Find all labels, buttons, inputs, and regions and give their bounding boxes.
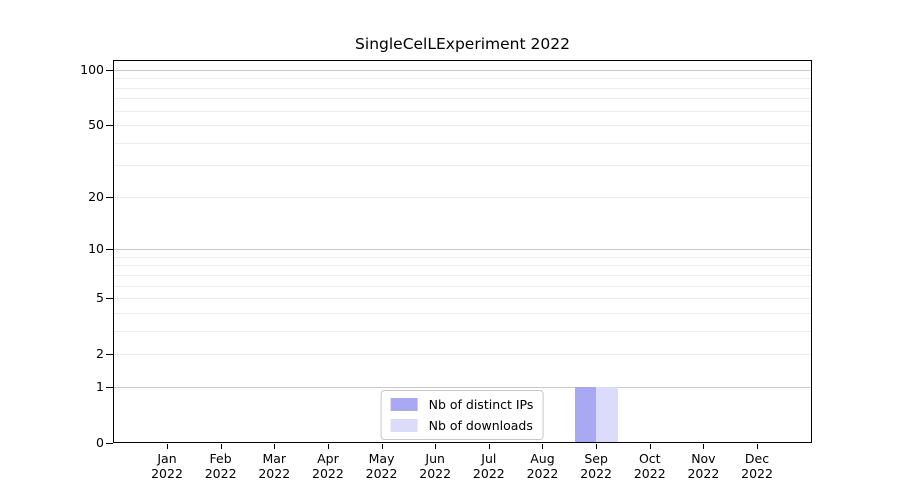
y-gridline-minor <box>114 110 811 112</box>
y-tick <box>106 298 113 300</box>
x-tick-label: Mar 2022 <box>244 451 304 481</box>
x-tick-month: Sep <box>584 451 608 466</box>
y-tick <box>106 125 113 127</box>
y-gridline-minor <box>114 285 811 287</box>
x-tick-label: May 2022 <box>352 451 412 481</box>
x-tick-year: 2022 <box>419 466 452 481</box>
x-tick-year: 2022 <box>258 466 291 481</box>
x-tick <box>757 444 759 449</box>
x-tick-year: 2022 <box>526 466 559 481</box>
legend-entry-downloads: Nb of downloads <box>390 416 534 435</box>
y-gridline-minor <box>114 196 811 198</box>
x-tick-month: Apr <box>317 451 339 466</box>
y-gridline-minor <box>114 87 811 89</box>
x-tick-month: Dec <box>744 451 770 466</box>
x-tick <box>488 444 490 449</box>
x-tick <box>167 444 168 449</box>
y-tick-label: 10 <box>88 241 104 257</box>
y-tick <box>106 386 113 388</box>
x-tick <box>274 444 276 449</box>
y-gridline-minor <box>114 78 811 80</box>
x-tick <box>542 444 544 449</box>
x-tick <box>596 444 598 449</box>
x-tick-label: Jul 2022 <box>459 451 519 481</box>
x-tick-label: Apr 2022 <box>298 451 358 481</box>
bar-distinct-ips-sep <box>574 386 597 442</box>
x-tick-label: Sep 2022 <box>566 451 626 481</box>
bar-downloads-sep <box>596 386 618 442</box>
y-gridline-minor <box>114 354 811 356</box>
x-tick-month: Oct <box>638 451 661 466</box>
x-tick-year: 2022 <box>204 466 237 481</box>
legend: Nb of distinct IPs Nb of downloads <box>380 390 544 440</box>
legend-label-downloads: Nb of downloads <box>428 418 533 433</box>
y-tick-label: 100 <box>80 61 104 77</box>
x-tick-month: Feb <box>209 451 232 466</box>
y-tick <box>106 443 113 444</box>
x-tick-year: 2022 <box>687 466 720 481</box>
x-tick-month: Jan <box>157 451 177 466</box>
y-tick-label: 50 <box>88 117 104 133</box>
y-gridline-minor <box>114 274 811 276</box>
y-tick <box>106 196 113 198</box>
x-tick-label: Jun 2022 <box>405 451 465 481</box>
y-gridline-major <box>114 69 811 71</box>
x-tick <box>703 444 705 449</box>
y-gridline-minor <box>114 265 811 267</box>
x-tick <box>381 444 383 449</box>
x-tick-year: 2022 <box>472 466 505 481</box>
y-gridline-minor <box>114 312 811 314</box>
y-tick <box>106 354 113 356</box>
y-gridline-minor <box>114 125 811 127</box>
x-tick-year: 2022 <box>365 466 398 481</box>
x-tick-year: 2022 <box>741 466 773 481</box>
x-tick <box>649 444 651 449</box>
legend-label-distinct-ips: Nb of distinct IPs <box>428 397 534 412</box>
y-gridline-minor <box>114 98 811 100</box>
x-tick-month: Aug <box>530 451 555 466</box>
x-tick-month: Jun <box>425 451 445 466</box>
x-tick-label: Aug 2022 <box>512 451 572 481</box>
y-gridline-minor <box>114 165 811 167</box>
y-gridline-minor <box>114 298 811 300</box>
x-tick-year: 2022 <box>312 466 344 481</box>
x-tick-year: 2022 <box>151 466 183 481</box>
y-gridline-major <box>114 249 811 251</box>
y-tick-label: 20 <box>88 188 104 204</box>
y-tick-label: 1 <box>96 378 104 394</box>
x-tick-label: Nov 2022 <box>673 451 733 481</box>
x-tick <box>435 444 437 449</box>
x-tick-label: Jan 2022 <box>137 451 197 481</box>
y-tick-label: 0 <box>96 435 104 450</box>
y-tick-label: 2 <box>96 346 104 362</box>
x-tick-month: Mar <box>262 451 287 466</box>
x-tick-year: 2022 <box>633 466 666 481</box>
y-gridline-minor <box>114 330 811 332</box>
plot-area <box>113 60 812 443</box>
legend-swatch-distinct-ips <box>390 398 418 411</box>
x-tick <box>327 444 329 449</box>
legend-entry-distinct-ips: Nb of distinct IPs <box>390 395 534 414</box>
x-tick-month: May <box>368 451 395 466</box>
x-tick <box>220 444 222 449</box>
x-tick-label: Dec 2022 <box>727 451 787 481</box>
chart-title: SingleCelLExperiment 2022 <box>355 35 570 53</box>
x-tick-label: Oct 2022 <box>620 451 680 481</box>
y-gridline-minor <box>114 142 811 144</box>
y-tick-label: 5 <box>96 290 104 306</box>
x-tick-year: 2022 <box>580 466 613 481</box>
y-tick <box>106 69 113 71</box>
x-tick-month: Nov <box>691 451 716 466</box>
x-tick-month: Jul <box>481 451 497 466</box>
x-tick-label: Feb 2022 <box>191 451 251 481</box>
legend-swatch-downloads <box>390 419 418 432</box>
y-tick <box>106 249 113 251</box>
y-gridline-major <box>114 386 811 388</box>
y-gridline-minor <box>114 256 811 258</box>
